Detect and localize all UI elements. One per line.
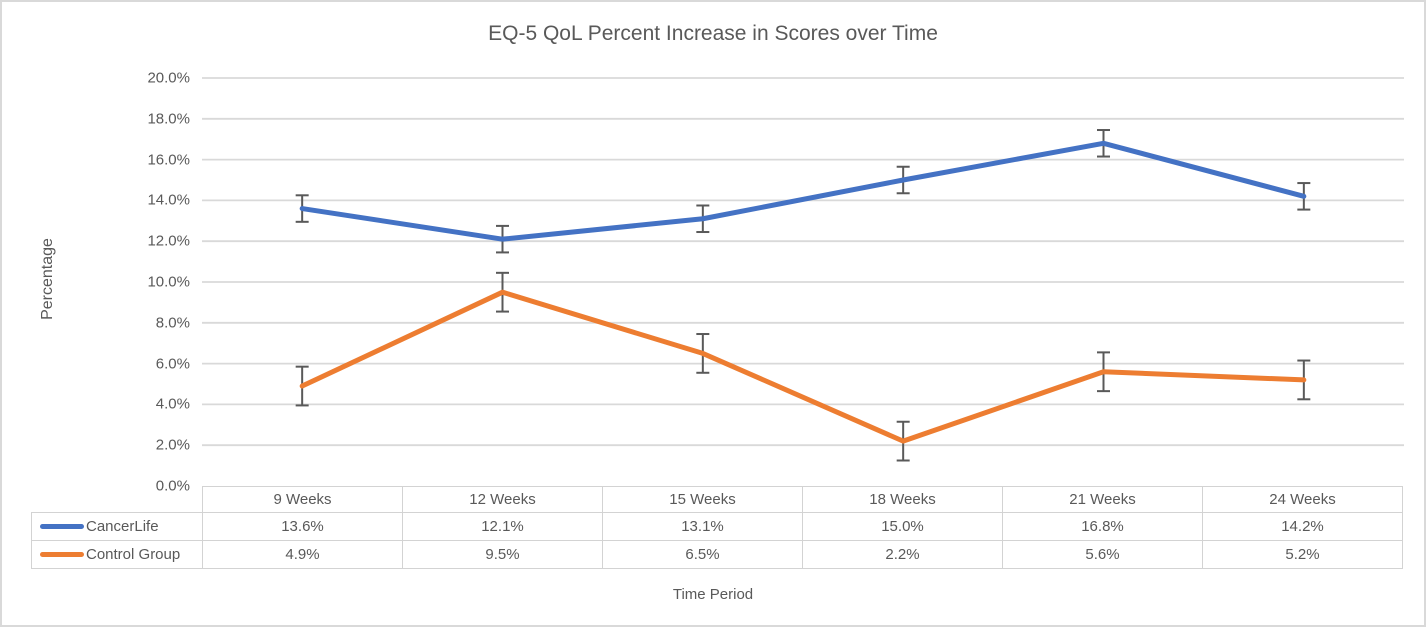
legend-swatch-icon <box>40 524 84 529</box>
table-cell: 15.0% <box>802 512 1003 541</box>
table-row: Control Group 4.9% 9.5% 6.5% 2.2% 5.6% 5.2% <box>31 540 1403 569</box>
table-cell: 12.1% <box>402 512 603 541</box>
table-corner-cell <box>32 487 203 513</box>
y-tick-label: 16.0% <box>147 151 190 169</box>
table-cell: 13.1% <box>602 512 803 541</box>
table-column-header: 12 Weeks <box>402 486 603 513</box>
y-tick-label: 0.0% <box>155 477 190 495</box>
y-tick-label: 2.0% <box>155 436 190 454</box>
table-cell: 13.6% <box>202 512 403 541</box>
table-cell: 4.9% <box>202 540 403 569</box>
legend-cell-cancerlife: CancerLife <box>31 512 203 541</box>
table-cell: 5.2% <box>1202 540 1403 569</box>
data-table-body: 9 Weeks 12 Weeks 15 Weeks 18 Weeks 21 Weeks 2… <box>31 486 1403 569</box>
table-column-header: 15 Weeks <box>602 486 803 513</box>
chart-title: EQ-5 QoL Percent Increase in Scores over… <box>488 22 938 45</box>
series-line-control-group <box>299 289 1307 444</box>
legend-swatch-icon <box>40 552 84 557</box>
y-tick-label: 20.0% <box>147 69 190 87</box>
series-line-cancerlife <box>299 140 1307 242</box>
table-column-header: 24 Weeks <box>1202 486 1403 513</box>
y-tick-label: 6.0% <box>155 355 190 373</box>
y-tick-label: 8.0% <box>155 314 190 332</box>
table-cell: 14.2% <box>1202 512 1403 541</box>
x-axis-title: Time Period <box>672 586 754 603</box>
table-row: CancerLife 13.6% 12.1% 13.1% 15.0% 16.8% 14.2% <box>31 512 1403 541</box>
table-cell: 6.5% <box>602 540 803 569</box>
table-cell: 5.6% <box>1002 540 1203 569</box>
table-cell: 16.8% <box>1002 512 1203 541</box>
y-tick-label: 12.0% <box>147 232 190 250</box>
y-tick-label: 4.0% <box>155 395 190 413</box>
table-column-header: 21 Weeks <box>1002 486 1203 513</box>
legend-cell-control-group: Control Group <box>31 540 203 569</box>
table-column-header: 18 Weeks <box>802 486 1003 513</box>
legend-label: CancerLife <box>86 518 159 535</box>
table-cell: 9.5% <box>402 540 603 569</box>
legend-label: Control Group <box>86 546 181 563</box>
data-table: 9 Weeks 12 Weeks 15 Weeks 18 Weeks 21 Weeks 2… <box>31 486 1403 569</box>
y-tick-label: 18.0% <box>147 110 190 128</box>
y-tick-label: 10.0% <box>147 273 190 291</box>
table-column-header: 9 Weeks <box>202 486 403 513</box>
table-header-row: 9 Weeks 12 Weeks 15 Weeks 18 Weeks 21 Weeks 2… <box>32 486 1403 513</box>
table-cell: 2.2% <box>802 540 1003 569</box>
y-tick-label: 14.0% <box>147 191 190 209</box>
